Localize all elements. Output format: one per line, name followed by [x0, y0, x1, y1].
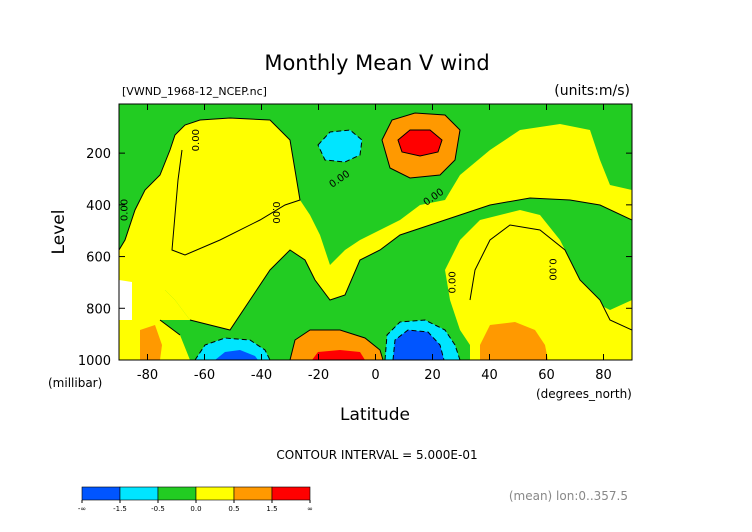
region-yellow-upper — [172, 118, 300, 255]
contour-aloft-ring-outer — [381, 112, 461, 179]
region-red-surface — [312, 350, 365, 360]
units-label: (units:m/s) — [554, 83, 630, 99]
x-tick-label: -80 — [137, 368, 158, 383]
contour-negative-surface-10n — [384, 319, 461, 360]
legend-tick-label: -0.5 — [151, 505, 165, 513]
x-axis: -80 -60 -40 -20 0 20 40 60 80 — [137, 104, 612, 383]
legend-swatch — [157, 486, 197, 501]
contour-label: 0.00 — [191, 129, 202, 151]
file-label: [VWND_1968-12_NCEP.nc] — [122, 85, 267, 98]
region-blue-10n — [393, 330, 444, 360]
x-tick-label: 60 — [538, 368, 555, 383]
y-axis: 200 400 600 800 1000 — [78, 147, 632, 369]
x-tick-label: 80 — [595, 368, 612, 383]
region-cyan-aloft — [318, 130, 362, 162]
region-missing — [119, 280, 132, 320]
footer-text: (mean) lon:0..357.5 — [509, 489, 628, 503]
color-legend: -∞ -1.5 -0.5 0.0 0.5 1.5 ∞ — [78, 486, 313, 513]
x-tick-label: -20 — [308, 368, 329, 383]
x-tick-label: -60 — [194, 368, 215, 383]
x-axis-units: (degrees_north) — [536, 387, 632, 401]
legend-swatch — [195, 486, 235, 501]
y-tick-label: 200 — [86, 147, 111, 162]
y-tick-label: 600 — [86, 251, 111, 266]
legend-tick-label: 0.5 — [228, 505, 239, 513]
legend-swatch — [119, 486, 159, 501]
region-orange-40n — [480, 322, 548, 360]
x-tick-label: 0 — [371, 368, 379, 383]
x-tick-label: 40 — [481, 368, 498, 383]
legend-swatch — [233, 486, 273, 501]
legend-tick-label: 0.0 — [190, 505, 201, 513]
contour-lines — [119, 112, 632, 360]
region-green-top — [119, 104, 632, 265]
region-green-middle — [160, 198, 632, 360]
contour-zero-line-middle — [159, 197, 632, 336]
y-tick-label: 1000 — [78, 354, 111, 369]
plot-area: 0.000.000.000.000.000.000.00 — [118, 103, 633, 361]
contour-aloft-ring-inner — [397, 129, 443, 157]
y-axis-label: Level — [49, 210, 69, 255]
y-tick-label: 400 — [86, 199, 111, 214]
region-blue-surface-left — [215, 350, 258, 360]
x-axis-label: Latitude — [340, 405, 410, 425]
contour-label: 0.00 — [546, 258, 557, 280]
y-tick-label: 800 — [86, 302, 111, 317]
region-orange-80s — [140, 325, 162, 360]
contour-interval-text: CONTOUR INTERVAL = 5.000E-01 — [276, 448, 477, 462]
contour-label: 0.00 — [270, 201, 281, 223]
contour-negative-aloft — [317, 129, 363, 163]
legend-tick-label: -∞ — [78, 505, 86, 513]
legend-swatch — [271, 486, 311, 501]
contour-surface-ring — [289, 329, 384, 360]
region-red-aloft — [398, 130, 442, 156]
legend-tick-label: -1.5 — [113, 505, 127, 513]
legend-tick-label: ∞ — [307, 505, 313, 513]
x-tick-label: -40 — [251, 368, 272, 383]
y-axis-units: (millibar) — [48, 376, 102, 390]
contour-zero-line-right — [469, 224, 632, 331]
region-yellow-lower-left — [119, 245, 190, 320]
legend-tick-label: 1.5 — [266, 505, 277, 513]
legend-swatch — [81, 486, 121, 501]
contour-label: 0.00 — [447, 271, 458, 293]
contour-negative-surface-50s — [194, 337, 271, 360]
x-tick-label: 20 — [424, 368, 441, 383]
contour-fill — [119, 104, 632, 360]
region-green-right — [600, 240, 632, 300]
contour-zero-line-upper — [119, 117, 301, 256]
contour-label: 0.00 — [120, 199, 131, 221]
chart-title: Monthly Mean V wind — [264, 51, 489, 75]
